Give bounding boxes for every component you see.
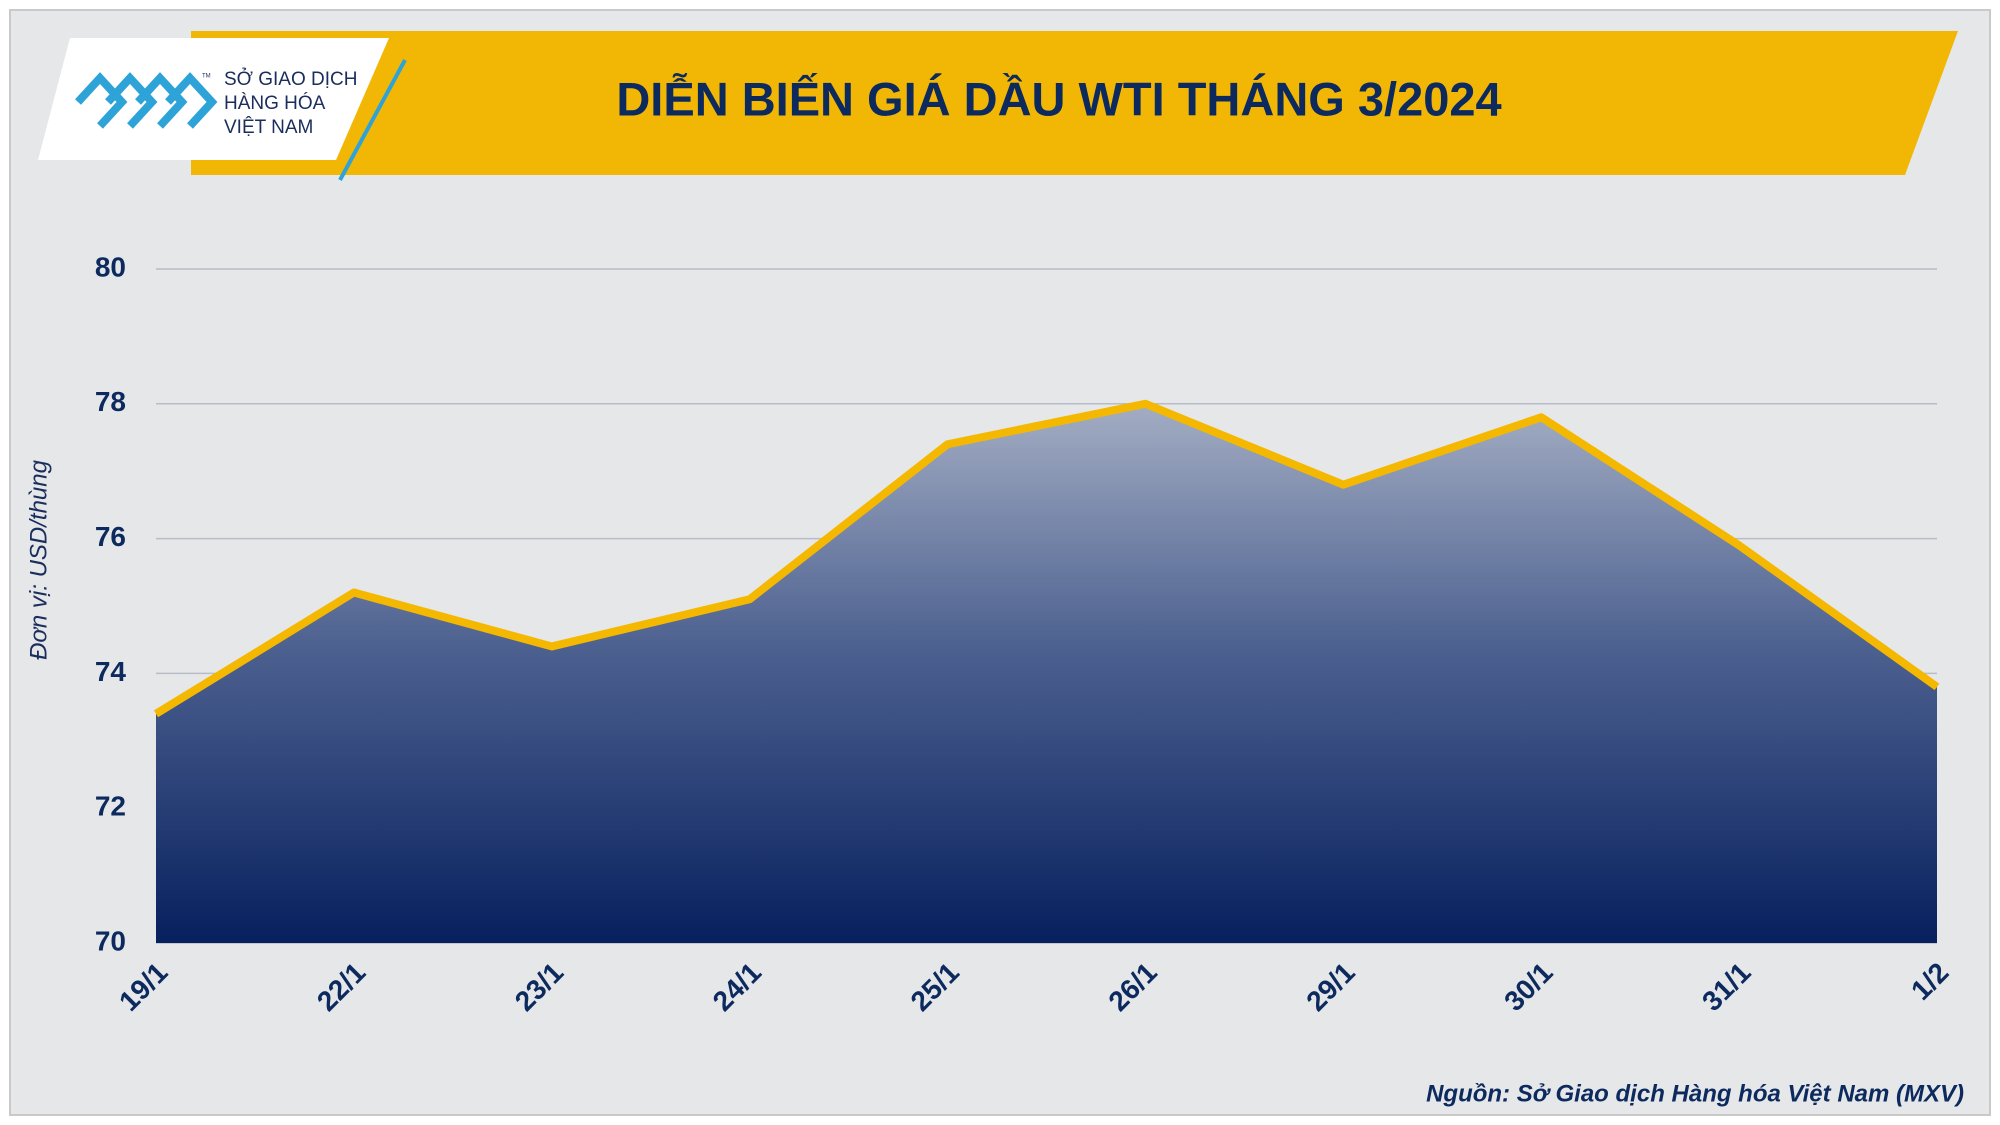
y-tick-label: 70 xyxy=(95,925,126,956)
y-tick-label: 74 xyxy=(95,656,127,687)
logo-trademark: TM xyxy=(202,74,211,80)
logo-text: SỞ GIAO DỊCH xyxy=(224,68,357,90)
y-tick-label: 80 xyxy=(95,251,126,282)
logo-mark xyxy=(75,72,218,129)
logo-text: HÀNG HÓA xyxy=(224,92,326,114)
y-axis-label: Đơn vị: USD/thùng xyxy=(25,459,52,660)
y-tick-label: 76 xyxy=(95,521,126,552)
title-banner xyxy=(191,31,1958,175)
line xyxy=(153,399,1940,718)
chart-title: DIỄN BIẾN GIÁ DẦU WTI THÁNG 3/2024 xyxy=(616,72,1501,125)
logo-text: VIỆT NAM xyxy=(224,116,313,138)
logo-accent xyxy=(338,59,407,181)
source-note: Nguồn: Sở Giao dịch Hàng hóa Việt Nam (M… xyxy=(1426,1080,1964,1107)
y-tick-label: 78 xyxy=(95,386,126,417)
area xyxy=(156,403,1937,943)
y-tick-label: 72 xyxy=(95,791,126,822)
